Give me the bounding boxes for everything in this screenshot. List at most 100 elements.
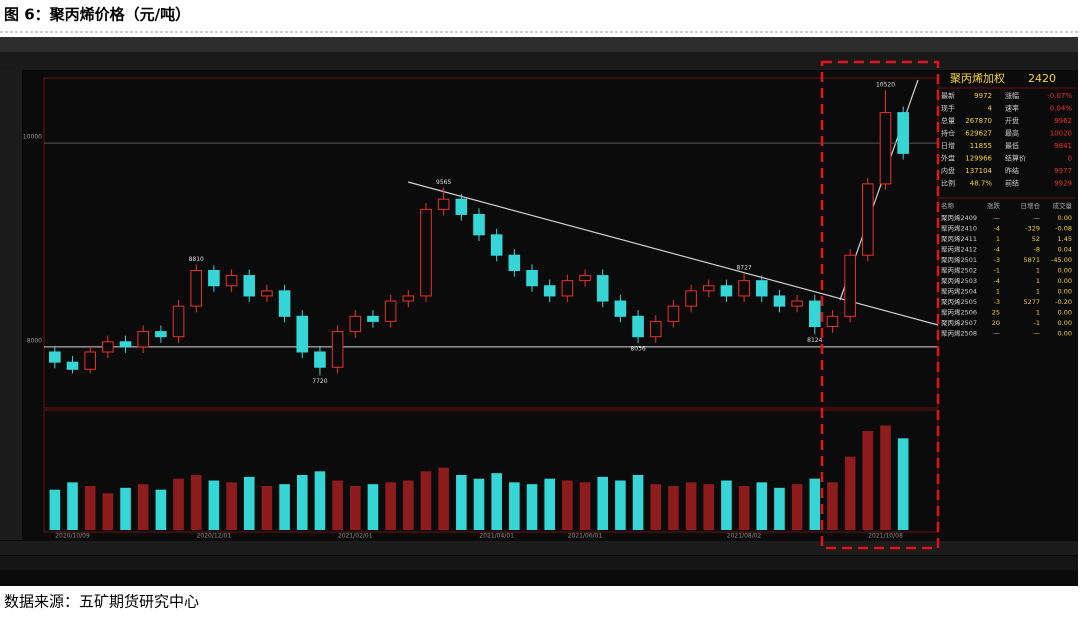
quote-cell: 涨幅 <box>1005 91 1019 100</box>
contract-cell: 0.00 <box>1058 214 1072 222</box>
volume-bar <box>438 467 449 530</box>
volume-bar <box>844 456 856 530</box>
volume-bar <box>509 482 520 530</box>
volume-bar <box>137 484 149 530</box>
toolbar <box>0 52 1078 70</box>
candle-body <box>490 234 503 256</box>
tab-bar <box>0 541 1078 555</box>
contract-cell: 0.00 <box>1058 319 1072 327</box>
candle-body <box>596 275 609 302</box>
volume-bar <box>226 482 237 530</box>
contract-cell: -4 <box>994 246 1000 254</box>
candle-body <box>437 198 450 210</box>
volume-bar <box>544 478 555 530</box>
volume-bar <box>84 486 96 530</box>
instrument-name: 聚丙烯加权 <box>950 72 1005 85</box>
quote-cell: 现手 <box>941 104 955 113</box>
contract-cell: 聚丙烯2506 <box>941 308 977 317</box>
candle-body <box>367 315 379 322</box>
volume-bar <box>420 471 432 530</box>
quote-cell: 9972 <box>974 92 992 100</box>
contract-cell: 0.00 <box>1058 309 1072 317</box>
quote-cell: -0.07% <box>1047 92 1072 100</box>
instrument-code: 2420 <box>1028 72 1056 85</box>
menu-bar <box>0 37 1078 52</box>
quote-cell: 速率 <box>1005 104 1019 113</box>
high-label: 8810 <box>189 256 204 263</box>
quote-cell: 0 <box>1068 155 1072 163</box>
quote-cell: 48.7% <box>970 180 993 188</box>
volume-bar <box>208 480 220 530</box>
candle-body <box>172 305 185 338</box>
candle-body <box>720 285 733 297</box>
low-label: 8124 <box>807 337 822 344</box>
volume-bar <box>155 489 167 530</box>
candle-body <box>738 280 750 297</box>
candle-body <box>649 320 662 338</box>
contract-cell: 聚丙烯2507 <box>941 318 977 327</box>
candle-body <box>384 300 397 322</box>
volume-bar <box>685 482 697 530</box>
list-header: 名称 <box>941 201 955 210</box>
quote-cell: 总量 <box>941 116 955 125</box>
volume-bar <box>190 475 202 530</box>
contract-cell: — <box>994 214 1001 222</box>
candle-body <box>543 285 556 297</box>
volume-bar <box>579 482 591 530</box>
contract-cell: -4 <box>994 225 1000 233</box>
volume-bar <box>456 475 467 530</box>
quote-cell: 9841 <box>1054 142 1072 150</box>
volume-bar <box>738 486 750 530</box>
candle-body <box>402 295 415 302</box>
candle-body <box>561 280 574 297</box>
volume-bar <box>862 431 874 530</box>
contract-cell: -329 <box>1025 225 1040 233</box>
volume-bar <box>721 480 732 530</box>
quote-cell: 129966 <box>965 155 992 163</box>
contract-cell: 聚丙烯2505 <box>941 297 977 306</box>
volume-bar <box>243 476 255 530</box>
quote-cell: 9962 <box>1054 117 1072 125</box>
quote-cell: 10020 <box>1050 130 1072 138</box>
x-tick-label: 2021/06/01 <box>568 533 603 540</box>
candle-body <box>773 295 786 307</box>
contract-cell: 0.00 <box>1058 288 1072 296</box>
quote-cell: 267870 <box>965 117 992 125</box>
quote-cell: 最低 <box>1005 141 1019 150</box>
candle-body <box>526 269 538 287</box>
candle-body <box>897 112 909 154</box>
volume-bar <box>880 425 891 530</box>
quote-cell: 9929 <box>1054 180 1072 188</box>
volume-bar <box>120 487 131 530</box>
candle-body <box>190 269 203 307</box>
quote-cell: 4 <box>988 105 993 113</box>
volume-bar <box>897 438 909 530</box>
contract-cell: -0.20 <box>1055 298 1072 306</box>
candle-body <box>579 275 591 282</box>
quote-cell: 昨结 <box>1005 166 1019 175</box>
quote-cell: 11855 <box>970 142 992 150</box>
candle-body <box>225 275 238 287</box>
list-header: 涨跌 <box>987 201 1001 210</box>
x-tick-label: 2021/08/02 <box>727 533 762 540</box>
candle-body <box>685 290 697 307</box>
candle-body <box>614 300 627 317</box>
candle-body <box>208 269 220 287</box>
volume-bar <box>261 486 273 530</box>
contract-cell: 聚丙烯2501 <box>941 255 977 264</box>
volume-bar <box>296 475 308 530</box>
contract-cell: -3 <box>994 256 1000 264</box>
quote-cell: 外盘 <box>941 154 955 163</box>
quote-cell: 最高 <box>1005 129 1019 138</box>
high-label: 9565 <box>436 179 451 186</box>
volume-bar <box>403 480 414 530</box>
quote-cell: 持仓 <box>941 129 955 138</box>
contract-cell: 20 <box>992 319 1000 327</box>
volume-bar <box>491 473 502 530</box>
contract-cell: 1 <box>1036 277 1040 285</box>
quote-cell: 比例 <box>941 179 955 188</box>
volume-bar <box>49 489 61 530</box>
volume-bar <box>791 484 803 530</box>
contract-cell: -1 <box>1034 319 1040 327</box>
contract-cell: 25 <box>992 309 1000 317</box>
